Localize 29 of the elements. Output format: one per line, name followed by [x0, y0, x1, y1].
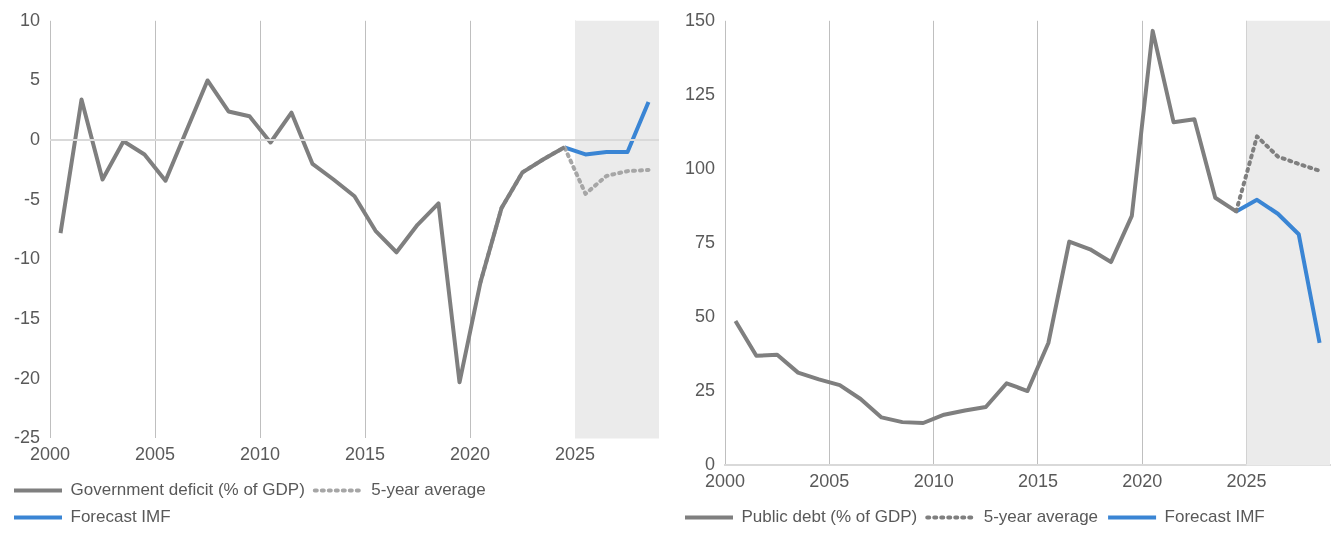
x-tick-label: 2025	[1226, 471, 1267, 492]
y-tick-label: 5	[30, 69, 41, 90]
x-tick-label: 2020	[1122, 471, 1163, 492]
x-tick-label: 2025	[554, 444, 596, 465]
y-tick-label: 25	[695, 380, 716, 401]
y-tick-label: -20	[14, 367, 41, 388]
x-tick-label: 2005	[809, 471, 850, 492]
y-tick-label: 125	[684, 83, 716, 104]
x-tick-label: 2015	[344, 444, 386, 465]
legend-label: 5-year average	[983, 507, 1099, 527]
legend-label: Public debt (% of GDP)	[741, 507, 918, 527]
x-tick-label: 2005	[134, 444, 176, 465]
legend-label: Forecast IMF	[70, 507, 171, 527]
x-tick-label: 2020	[449, 444, 491, 465]
y-tick-label: -10	[14, 248, 41, 269]
y-tick-label: 75	[695, 232, 716, 253]
legend-label: Forecast IMF	[1164, 507, 1265, 527]
y-tick-label: 50	[695, 306, 716, 327]
legend-label: 5-year average	[371, 480, 486, 500]
x-tick-label: 2010	[239, 444, 281, 465]
x-tick-label: 2010	[913, 471, 954, 492]
y-tick-label: -15	[14, 308, 41, 329]
y-tick-label: 150	[684, 9, 716, 30]
y-tick-label: 100	[684, 157, 716, 178]
x-tick-label: 2015	[1017, 471, 1058, 492]
y-tick-label: -5	[24, 188, 41, 209]
legend-label: Government deficit (% of GDP)	[70, 480, 305, 500]
y-tick-label: 0	[30, 129, 41, 150]
y-tick-label: 10	[19, 9, 41, 30]
